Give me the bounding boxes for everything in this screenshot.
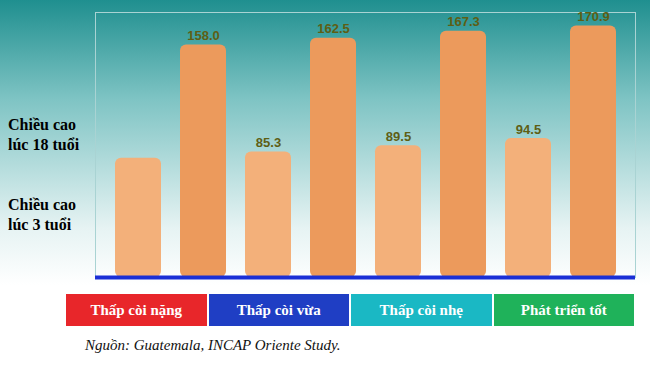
html-text:Chiều cao lúc 3 tuổi: Chiều cao lúc 3 tuổi [8, 196, 76, 233]
html-text:Thấp còi nhẹ: Thấp còi nhẹ [379, 301, 463, 318]
svg-text:94.5: 94.5 [516, 122, 541, 137]
svg-text:170.9: 170.9 [577, 9, 610, 24]
svg-text:89.5: 89.5 [386, 129, 411, 144]
html-text:Phát triển tốt: Phát triển tốt [520, 301, 607, 318]
html-text:Nguồn: Guatemala, INCAP Orient: Nguồn: Guatemala, INCAP Oriente Study. [85, 337, 341, 353]
html-text:Thấp còi vừa: Thấp còi vừa [236, 301, 321, 318]
html-text:Thấp còi nặng: Thấp còi nặng [90, 301, 183, 318]
svg-text:167.3: 167.3 [447, 14, 480, 29]
svg-text:158.0: 158.0 [187, 28, 220, 43]
html-text:Chiều cao lúc 18 tuổi: Chiều cao lúc 18 tuổi [8, 116, 80, 153]
svg-text:85.3: 85.3 [256, 135, 281, 150]
svg-text:162.5: 162.5 [317, 21, 350, 36]
